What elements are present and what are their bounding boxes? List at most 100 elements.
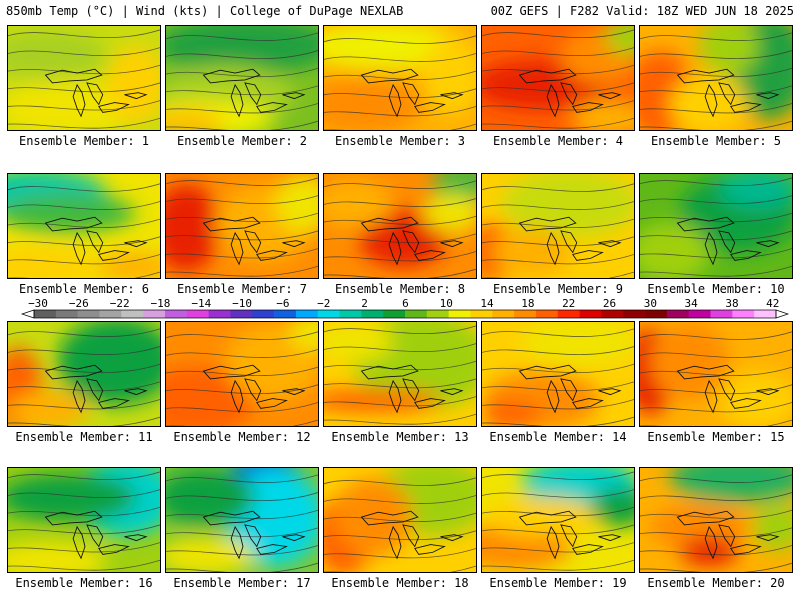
temperature-map	[640, 26, 792, 130]
colorbar-swatch	[274, 310, 297, 318]
ensemble-member-label: Ensemble Member: 9	[492, 282, 624, 296]
colorbar-swatch	[230, 310, 253, 318]
colorbar-swatch	[208, 310, 231, 318]
colorbar-swatch	[164, 310, 188, 318]
temperature-map	[166, 468, 318, 572]
ensemble-member-label: Ensemble Member: 19	[489, 576, 627, 590]
colorbar-tick-label: 38	[725, 297, 738, 310]
ensemble-panel-19	[481, 467, 635, 573]
colorbar-swatch	[688, 310, 711, 318]
temperature-map	[482, 468, 634, 572]
temperature-map	[8, 26, 160, 130]
colorbar-swatch	[143, 310, 166, 318]
ensemble-panel-14	[481, 321, 635, 427]
colorbar-swatch	[34, 310, 57, 318]
temperature-map	[324, 468, 476, 572]
colorbar-swatch	[252, 310, 275, 318]
colorbar-tick-label: 26	[603, 297, 616, 310]
ensemble-panel-16	[7, 467, 161, 573]
colorbar-tick-label: −22	[110, 297, 130, 310]
ensemble-panel-10	[639, 173, 793, 279]
run-valid-time: 00Z GEFS | F282 Valid: 18Z WED JUN 18 20…	[490, 4, 794, 18]
ensemble-panel-1	[7, 25, 161, 131]
temperature-map	[166, 174, 318, 278]
temperature-colorbar: −30 −26 −22 −18 −14 −10 −6 −2 2 6 10 14 18 22 26 30 34 38…	[20, 297, 790, 319]
ensemble-panel-5	[639, 25, 793, 131]
colorbar-swatch	[535, 310, 559, 318]
ensemble-member-label: Ensemble Member: 10	[647, 282, 785, 296]
temperature-map	[324, 26, 476, 130]
ensemble-member-label: Ensemble Member: 2	[176, 134, 308, 148]
ensemble-member-label: Ensemble Member: 3	[334, 134, 466, 148]
colorbar-swatch	[623, 310, 646, 318]
ensemble-panel-9	[481, 173, 635, 279]
colorbar-swatch	[579, 310, 602, 318]
colorbar-tick-label: 42	[766, 297, 779, 310]
colorbar-tick-label: 2	[361, 297, 368, 310]
colorbar-swatch	[557, 310, 580, 318]
temperature-map	[166, 322, 318, 426]
colorbar-swatch	[754, 310, 777, 318]
ensemble-member-label: Ensemble Member: 18	[331, 576, 469, 590]
temperature-map	[482, 26, 634, 130]
ensemble-panel-3	[323, 25, 477, 131]
colorbar-swatch	[121, 310, 144, 318]
colorbar-min-arrow	[20, 309, 35, 319]
ensemble-member-label: Ensemble Member: 12	[173, 430, 311, 444]
colorbar-swatch	[448, 310, 471, 318]
temperature-map	[8, 468, 160, 572]
colorbar-swatch	[732, 310, 755, 318]
colorbar-tick-label: 18	[521, 297, 534, 310]
colorbar-swatch	[601, 310, 624, 318]
colorbar-swatch	[55, 310, 78, 318]
ensemble-panel-6	[7, 173, 161, 279]
colorbar-tick-label: 34	[685, 297, 699, 310]
temperature-map	[324, 322, 476, 426]
colorbar-tick-label: −26	[69, 297, 89, 310]
colorbar-tick-label: 10	[440, 297, 453, 310]
ensemble-member-label: Ensemble Member: 5	[650, 134, 782, 148]
colorbar-tick-label: −10	[232, 297, 252, 310]
ensemble-member-label: Ensemble Member: 11	[15, 430, 153, 444]
ensemble-panel-12	[165, 321, 319, 427]
temperature-map	[482, 174, 634, 278]
ensemble-panel-4	[481, 25, 635, 131]
ensemble-panel-11	[7, 321, 161, 427]
temperature-map	[482, 322, 634, 426]
ensemble-panel-13	[323, 321, 477, 427]
ensemble-panel-20	[639, 467, 793, 573]
colorbar-max-arrow	[775, 309, 790, 319]
ensemble-member-label: Ensemble Member: 13	[331, 430, 469, 444]
colorbar-swatch	[186, 310, 209, 318]
product-title: 850mb Temp (°C) | Wind (kts) | College o…	[6, 4, 404, 18]
temperature-map	[324, 174, 476, 278]
colorbar-tick-label: −6	[276, 297, 289, 310]
colorbar-swatch	[77, 310, 100, 318]
colorbar-swatch	[666, 310, 690, 318]
ensemble-panel-15	[639, 321, 793, 427]
ensemble-member-label: Ensemble Member: 8	[334, 282, 466, 296]
temperature-map	[640, 468, 792, 572]
temperature-map	[8, 322, 160, 426]
colorbar-swatch	[645, 310, 668, 318]
colorbar-tick-label: −14	[191, 297, 211, 310]
colorbar-swatch	[470, 310, 493, 318]
temperature-map	[640, 174, 792, 278]
colorbar-swatch	[405, 310, 428, 318]
colorbar-tick-label: −30	[28, 297, 48, 310]
colorbar-swatch	[426, 310, 449, 318]
ensemble-member-label: Ensemble Member: 15	[647, 430, 785, 444]
colorbar-swatch	[295, 310, 319, 318]
colorbar-swatch	[514, 310, 537, 318]
colorbar-tick-label: −2	[317, 297, 330, 310]
ensemble-member-label: Ensemble Member: 16	[15, 576, 153, 590]
temperature-map	[8, 174, 160, 278]
ensemble-panel-2	[165, 25, 319, 131]
ensemble-member-label: Ensemble Member: 7	[176, 282, 308, 296]
ensemble-member-label: Ensemble Member: 17	[173, 576, 311, 590]
ensemble-member-label: Ensemble Member: 4	[492, 134, 624, 148]
colorbar-tick-label: −18	[151, 297, 171, 310]
colorbar-swatch	[383, 310, 406, 318]
colorbar-swatch	[361, 310, 384, 318]
ensemble-member-label: Ensemble Member: 1	[18, 134, 150, 148]
